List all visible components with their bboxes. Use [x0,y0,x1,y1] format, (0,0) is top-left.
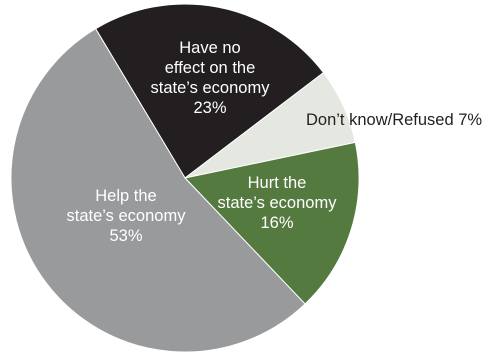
slice-label-line: effect on the [165,59,256,77]
slice-help [10,28,306,353]
pie-slices [10,3,360,353]
slice-value-label: 53% [109,227,142,245]
slice-label-line: state’s economy [218,194,338,212]
label-hurt: Hurt the state’s economy 16% [218,174,338,232]
slice-label-line: Don’t know/Refused 7% [306,111,482,129]
slice-label-line: Have no [179,39,240,57]
slice-value-label: 23% [193,99,226,117]
slice-label-line: state’s economy [67,207,187,225]
slice-label-line: Help the [95,187,156,205]
slice-value-label: 16% [260,214,293,232]
label-no-effect: Have no effect on the state’s economy 23% [151,39,271,117]
pie-labels: Have no effect on the state’s economy 23% Do… [67,39,483,245]
slice-no-effect [94,3,325,179]
label-help: Help the state’s economy 53% [67,187,187,245]
slice-label-line: Hurt the [248,174,307,192]
slice-hurt [184,141,360,305]
label-dont-know: Don’t know/Refused 7% [306,111,482,129]
slice-label-line: state’s economy [151,79,271,97]
